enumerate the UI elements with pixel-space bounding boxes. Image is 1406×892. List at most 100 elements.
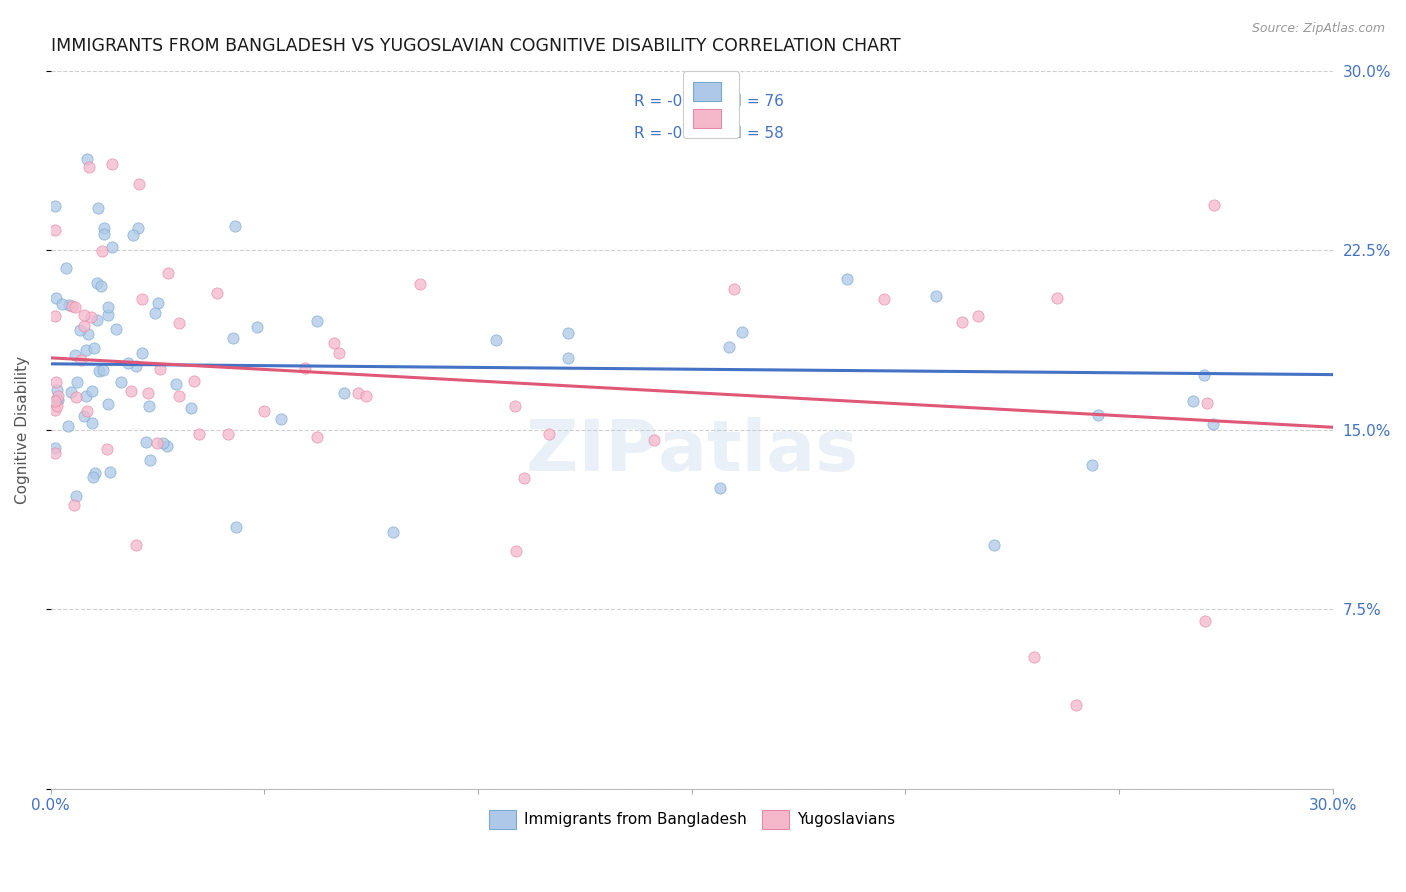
Text: Source: ZipAtlas.com: Source: ZipAtlas.com [1251, 22, 1385, 36]
Point [143, 306, 166, 320]
Point [484, 333, 506, 347]
Point [305, 430, 328, 444]
Point [152, 436, 174, 450]
Point [333, 385, 356, 400]
Point [63, 348, 86, 362]
Point [63, 301, 86, 315]
Point [138, 400, 160, 414]
Point [138, 453, 160, 467]
Point [46, 389, 69, 403]
Point [149, 361, 172, 376]
Point [45, 392, 67, 407]
Point [77, 160, 100, 174]
Point [44, 310, 66, 324]
Point [966, 309, 988, 323]
Point [44, 446, 66, 460]
Point [125, 538, 148, 552]
Point [188, 427, 211, 442]
Point [90, 278, 112, 293]
Point [354, 388, 377, 402]
Point [98, 465, 121, 479]
Point [1022, 649, 1045, 664]
Point [73, 409, 96, 424]
Point [709, 481, 731, 495]
Point [93, 227, 115, 241]
Point [127, 221, 149, 235]
Point [146, 435, 169, 450]
Point [58, 298, 80, 312]
Point [91, 362, 114, 376]
Point [950, 315, 973, 329]
Point [80, 384, 103, 398]
Point [91, 244, 114, 259]
Point [225, 519, 247, 533]
Point [156, 439, 179, 453]
Point [169, 316, 191, 330]
Point [69, 323, 91, 337]
Legend: Immigrants from Bangladesh, Yugoslavians: Immigrants from Bangladesh, Yugoslavians [482, 804, 901, 835]
Text: R = -0.017   N = 76: R = -0.017 N = 76 [634, 95, 785, 109]
Point [1192, 368, 1215, 382]
Point [135, 434, 157, 449]
Point [63, 498, 86, 512]
Text: ZIP​atlas: ZIP​atlas [526, 417, 858, 485]
Point [51, 296, 73, 310]
Point [557, 326, 579, 340]
Y-axis label: Cognitive Disability: Cognitive Disability [15, 356, 30, 504]
Point [96, 442, 118, 456]
Point [84, 466, 107, 480]
Point [1045, 291, 1067, 305]
Point [75, 389, 97, 403]
Point [513, 471, 536, 485]
Point [146, 296, 169, 310]
Point [294, 361, 316, 376]
Point [180, 401, 202, 415]
Point [105, 322, 128, 336]
Point [45, 383, 67, 397]
Point [1195, 395, 1218, 409]
Text: R = -0.057   N = 58: R = -0.057 N = 58 [634, 127, 785, 142]
Point [89, 364, 111, 378]
Point [222, 331, 245, 345]
Point [731, 326, 754, 340]
Point [55, 261, 77, 276]
Point [46, 392, 69, 407]
Point [97, 396, 120, 410]
Point [305, 314, 328, 328]
Point [100, 157, 122, 171]
Point [117, 356, 139, 370]
Point [217, 427, 239, 442]
Point [1194, 614, 1216, 628]
Point [165, 377, 187, 392]
Point [65, 489, 87, 503]
Point [97, 300, 120, 314]
Point [70, 353, 93, 368]
Point [717, 340, 740, 354]
Point [557, 351, 579, 365]
Point [45, 399, 67, 413]
Point [44, 402, 66, 417]
Point [323, 335, 346, 350]
Point [983, 537, 1005, 551]
Point [246, 320, 269, 334]
Point [924, 289, 946, 303]
Point [131, 346, 153, 360]
Point [1087, 408, 1109, 422]
Point [328, 346, 350, 360]
Point [93, 221, 115, 235]
Point [1066, 698, 1088, 712]
Point [167, 389, 190, 403]
Point [60, 299, 83, 313]
Point [1182, 393, 1205, 408]
Point [86, 313, 108, 327]
Point [270, 411, 292, 425]
Point [66, 375, 89, 389]
Point [73, 309, 96, 323]
Point [76, 152, 98, 166]
Point [224, 219, 246, 233]
Point [65, 390, 87, 404]
Point [505, 544, 527, 558]
Point [82, 469, 104, 483]
Point [97, 308, 120, 322]
Point [125, 359, 148, 373]
